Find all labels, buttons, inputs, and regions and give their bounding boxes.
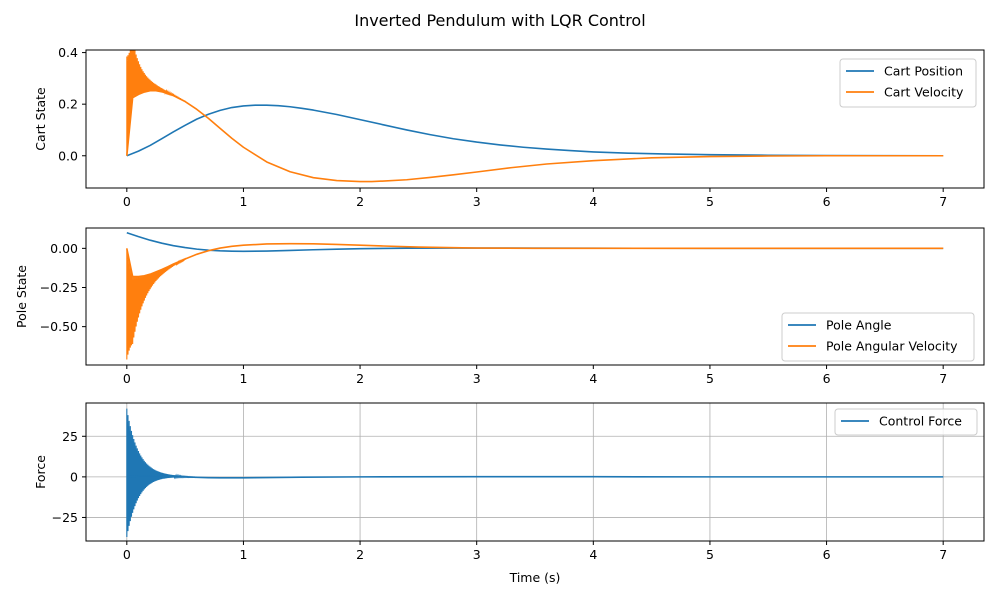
series-pole-angular-velocity	[126, 242, 944, 360]
y-axis-label: Pole State	[14, 265, 29, 328]
x-tick-label: 4	[589, 371, 597, 386]
subplot-1: 0 1 2 3 4 5 6 7 0.0 0.2 0.4 Cart State Cart Position…	[33, 45, 985, 209]
legend: Cart Position Cart Velocity	[839, 58, 977, 108]
x-tick-label: 5	[706, 371, 714, 386]
x-tick-label: 1	[239, 547, 247, 562]
legend-box	[781, 312, 975, 362]
axes-frame	[85, 402, 985, 542]
series-cart-position	[126, 104, 944, 157]
x-tick-label: 1	[239, 371, 247, 386]
y-tick-label: −0.50	[40, 319, 78, 334]
x-tick-label: 0	[123, 547, 131, 562]
axes-frame	[85, 227, 985, 366]
legend-label: Pole Angular Velocity	[826, 339, 958, 354]
x-tick-label: 6	[823, 194, 831, 209]
x-tick-label: 6	[823, 371, 831, 386]
legend-box	[834, 408, 978, 436]
x-tick-label: 1	[239, 194, 247, 209]
x-tick-label: 4	[589, 194, 597, 209]
x-tick-label: 3	[473, 371, 481, 386]
legend: Pole Angle Pole Angular Velocity	[781, 312, 975, 362]
x-tick-label: 3	[473, 194, 481, 209]
x-tick-label: 0	[123, 371, 131, 386]
x-tick-label: 3	[473, 547, 481, 562]
series-line	[126, 89, 944, 183]
legend-label: Cart Velocity	[884, 85, 964, 100]
series-line	[126, 475, 944, 479]
series-control-force	[126, 408, 944, 537]
y-tick-label: 0.4	[58, 45, 78, 60]
legend-label: Pole Angle	[826, 318, 892, 333]
y-tick-label: −0.25	[40, 280, 78, 295]
subplot-3: 0 1 2 3 4 5 6 7 25 0 −25 Force Control Force	[33, 402, 985, 562]
x-tick-label: 6	[823, 547, 831, 562]
legend-label: Control Force	[879, 414, 962, 429]
y-axis-label: Force	[33, 455, 48, 489]
y-tick-label: 0	[70, 469, 78, 484]
figure-title: Inverted Pendulum with LQR Control	[354, 11, 645, 30]
legend-label: Cart Position	[884, 64, 963, 79]
x-tick-label: 5	[706, 547, 714, 562]
x-tick-label: 5	[706, 194, 714, 209]
x-tick-label: 7	[939, 194, 947, 209]
axes-frame	[85, 49, 985, 189]
x-tick-label: 2	[356, 371, 364, 386]
y-axis-label: Cart State	[33, 87, 48, 151]
y-tick-label: 25	[62, 429, 78, 444]
series-line	[126, 104, 944, 157]
series-line	[126, 242, 944, 278]
x-tick-label: 7	[939, 371, 947, 386]
x-tick-label: 7	[939, 547, 947, 562]
y-tick-label: −25	[52, 510, 78, 525]
series-cart-velocity	[126, 50, 944, 183]
x-axis-label: Time (s)	[509, 570, 561, 585]
x-tick-label: 2	[356, 547, 364, 562]
x-tick-label: 0	[123, 194, 131, 209]
y-tick-label: 0.2	[58, 97, 78, 112]
subplot-2: 0 1 2 3 4 5 6 7 0.00 −0.25 −0.50 Pole State Pole Ang…	[14, 227, 985, 386]
y-tick-label: 0.00	[50, 241, 78, 256]
legend: Control Force	[834, 408, 978, 436]
y-tick-label: 0.0	[58, 148, 78, 163]
x-tick-label: 2	[356, 194, 364, 209]
x-tick-label: 4	[589, 547, 597, 562]
